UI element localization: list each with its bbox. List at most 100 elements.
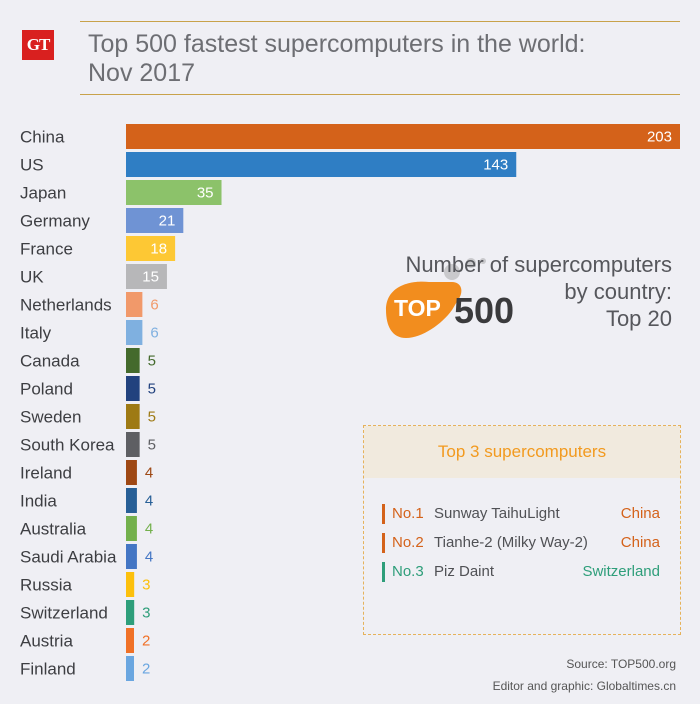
logo-swoosh <box>386 281 462 338</box>
bar-south-korea <box>126 432 140 457</box>
category-label-canada: Canada <box>20 352 80 371</box>
category-label-south-korea: South Korea <box>20 436 115 455</box>
category-label-france: France <box>20 240 73 259</box>
category-label-finland: Finland <box>20 660 76 679</box>
category-label-russia: Russia <box>20 576 73 595</box>
top3-row-1: No.1 Sunway TaihuLight China <box>382 503 660 525</box>
header-top-rule <box>80 21 680 22</box>
supercomputer-country: China <box>620 505 660 522</box>
top3-row-3: No.3 Piz Daint Switzerland <box>382 561 660 583</box>
category-label-australia: Australia <box>20 520 87 539</box>
bar-australia <box>126 516 137 541</box>
value-label-us: 143 <box>483 157 508 174</box>
value-label-south-korea: 5 <box>148 437 156 454</box>
page-title: Top 500 fastest supercomputers in the wo… <box>88 30 678 88</box>
value-label-poland: 5 <box>148 381 156 398</box>
rank-number: No.2 <box>392 534 424 551</box>
value-label-ireland: 4 <box>145 465 153 482</box>
value-label-uk: 15 <box>142 269 159 286</box>
bar-uk <box>126 264 167 289</box>
value-label-canada: 5 <box>148 353 156 370</box>
title-line-1: Top 500 fastest supercomputers in the wo… <box>88 30 586 58</box>
value-label-australia: 4 <box>145 521 153 538</box>
rank-marker <box>382 504 385 524</box>
subtitle-line-1: Number of supercomputers <box>405 252 672 277</box>
bar-switzerland <box>126 600 135 625</box>
value-label-finland: 2 <box>142 661 150 678</box>
subtitle-line-3: Top 20 <box>605 306 672 331</box>
category-label-japan: Japan <box>20 184 66 203</box>
top500-logo: TOP 500 <box>386 258 514 338</box>
category-label-germany: Germany <box>20 212 90 231</box>
bar-japan <box>126 180 222 205</box>
bar-germany <box>126 208 184 233</box>
bars <box>126 124 680 681</box>
category-label-italy: Italy <box>20 324 52 343</box>
category-label-uk: UK <box>20 268 44 287</box>
category-label-austria: Austria <box>20 632 73 651</box>
rank-marker <box>382 562 385 582</box>
gt-logo: GT <box>22 30 54 60</box>
value-label-switzerland: 3 <box>142 605 150 622</box>
rank-marker <box>382 533 385 553</box>
rank-number: No.3 <box>392 563 424 580</box>
category-label-sweden: Sweden <box>20 408 81 427</box>
bar-italy <box>126 320 143 345</box>
value-label-netherlands: 6 <box>150 297 158 314</box>
value-label-russia: 3 <box>142 577 150 594</box>
value-label-sweden: 5 <box>148 409 156 426</box>
value-label-france: 18 <box>150 241 167 258</box>
category-label-netherlands: Netherlands <box>20 296 112 315</box>
bar-france <box>126 236 176 261</box>
category-label-poland: Poland <box>20 380 73 399</box>
supercomputer-name: Piz Daint <box>434 563 495 580</box>
bar-ireland <box>126 460 137 485</box>
country-labels: China US Japan Germany France UK Netherlands It… <box>20 128 117 679</box>
bar-us <box>126 152 517 177</box>
supercomputer-name: Sunway TaihuLight <box>434 505 560 522</box>
value-label-saudi-arabia: 4 <box>145 549 153 566</box>
top3-panel: Top 3 supercomputers No.1 Sunway TaihuLi… <box>363 425 681 635</box>
category-label-saudi-arabia: Saudi Arabia <box>20 548 117 567</box>
bar-finland <box>126 656 134 681</box>
category-label-china: China <box>20 128 65 147</box>
bar-canada <box>126 348 140 373</box>
bar-china <box>126 124 680 149</box>
category-label-switzerland: Switzerland <box>20 604 108 623</box>
category-label-india: India <box>20 492 57 511</box>
chart-subtitle: Number of supercomputers by country: Top… <box>372 251 672 332</box>
value-label-germany: 21 <box>159 213 176 230</box>
value-label-austria: 2 <box>142 633 150 650</box>
header-bottom-rule <box>80 94 680 95</box>
source-note: Source: TOP500.org <box>566 657 676 671</box>
value-label-italy: 6 <box>150 325 158 342</box>
bar-poland <box>126 376 140 401</box>
title-line-2: Nov 2017 <box>88 59 196 87</box>
value-label-india: 4 <box>145 493 153 510</box>
value-labels: 203 143 35 21 18 15 6 6 5 5 5 5 4 4 4 4 3 3 2 2 <box>142 129 672 678</box>
bar-netherlands <box>126 292 143 317</box>
category-label-ireland: Ireland <box>20 464 72 483</box>
logo-dot-small <box>480 258 486 264</box>
bar-india <box>126 488 137 513</box>
supercomputer-country: China <box>620 534 660 551</box>
logo-top-text: TOP <box>394 295 441 321</box>
subtitle-line-2: by country: <box>564 279 672 304</box>
bar-russia <box>126 572 135 597</box>
bar-sweden <box>126 404 140 429</box>
top3-row-2: No.2 Tianhe-2 (Milky Way-2) China <box>382 532 660 554</box>
logo-500-text: 500 <box>454 290 514 331</box>
supercomputer-name: Tianhe-2 (Milky Way-2) <box>434 534 588 551</box>
rank-number: No.1 <box>392 505 424 522</box>
top3-heading: Top 3 supercomputers <box>364 426 680 478</box>
supercomputer-country: Switzerland <box>582 563 660 580</box>
bar-austria <box>126 628 134 653</box>
category-label-us: US <box>20 156 44 175</box>
value-label-china: 203 <box>647 129 672 146</box>
logo-dot-medium <box>466 258 476 268</box>
credit-note: Editor and graphic: Globaltimes.cn <box>492 679 676 693</box>
value-label-japan: 35 <box>197 185 214 202</box>
bar-saudi-arabia <box>126 544 137 569</box>
logo-dot-large <box>444 264 460 280</box>
